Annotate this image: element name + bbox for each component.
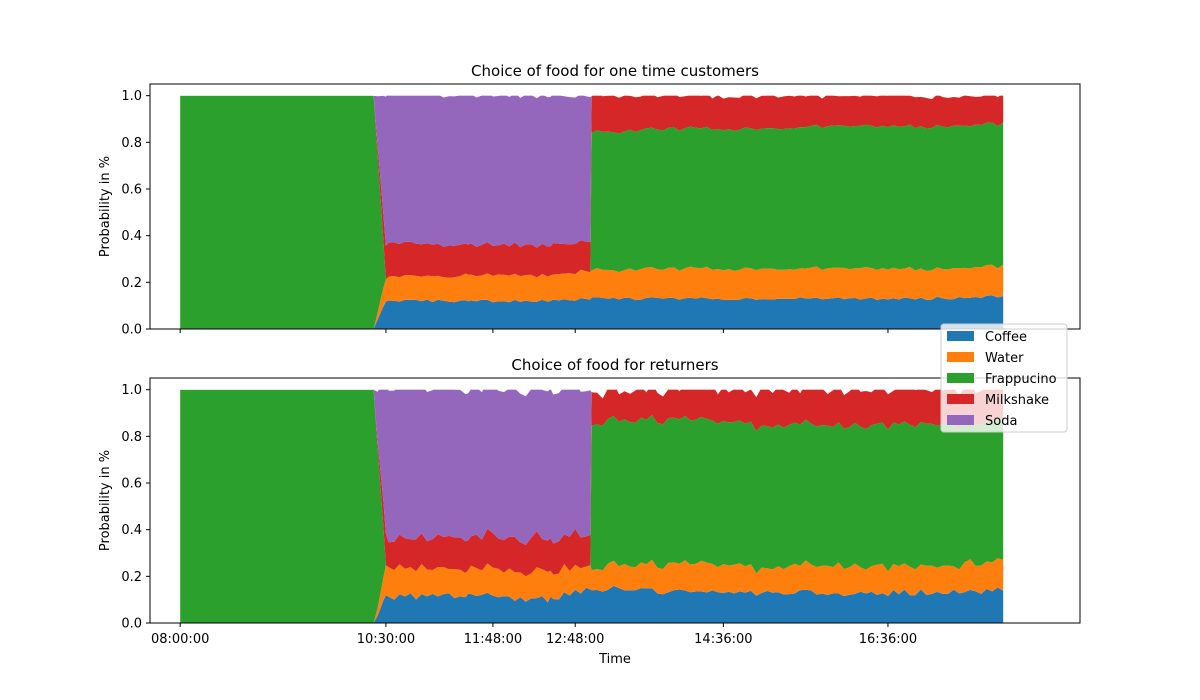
y-tick-label: 0.8 [121, 136, 142, 151]
area-water [180, 558, 1004, 623]
y-tick-label: 0.2 [121, 570, 142, 585]
y-tick-label: 0.6 [121, 477, 142, 492]
legend-swatch-soda [947, 415, 974, 425]
x-tick-label: 14:36:00 [694, 632, 752, 647]
area-coffee [180, 585, 1004, 623]
y-tick-label: 0.8 [121, 430, 142, 445]
plot-top-margin [151, 379, 1079, 390]
legend-label: Soda [985, 414, 1017, 429]
y-tick-label: 0.0 [121, 323, 142, 338]
legend-label: Milkshake [985, 393, 1049, 408]
y-tick-label: 1.0 [121, 89, 142, 104]
area-milkshake [180, 382, 1004, 577]
y-axis-label: Probability in % [98, 450, 113, 551]
y-axis-label: Probability in % [98, 156, 113, 257]
legend-swatch-coffee [947, 331, 974, 341]
top-chart-panel: 0.0 0.2 0.4 0.6 0.8 1.0 Choice of food for one… [98, 62, 1081, 338]
plot-top-margin [151, 85, 1079, 96]
axes-frame [149, 83, 1081, 330]
x-tick-label: 16:36:00 [859, 632, 917, 647]
legend-swatch-water [947, 352, 974, 362]
area-soda [180, 381, 1004, 545]
area-frappucino [180, 389, 1004, 623]
axes-frame [149, 377, 1081, 624]
x-tick-label: 11:48:00 [464, 632, 522, 647]
y-tick-label: 1.0 [121, 383, 142, 398]
legend: Coffee Water Frappucino Milkshake Soda [940, 323, 1068, 433]
area-soda [180, 92, 1004, 248]
legend-label: Frappucino [985, 372, 1057, 387]
area-water [180, 264, 1004, 329]
area-milkshake [180, 92, 1004, 280]
y-tick-label: 0.0 [121, 617, 142, 632]
legend-box [940, 323, 1068, 433]
chart-title: Choice of food for returners [511, 356, 718, 374]
legend-label: Coffee [985, 330, 1027, 345]
chart-title: Choice of food for one time customers [471, 62, 759, 80]
area-frappucino [180, 95, 1004, 329]
x-axis-label: Time [598, 652, 631, 667]
bottom-chart-panel: 0.0 0.2 0.4 0.6 0.8 1.0 08:00:00 10:30:00 11:48:… [98, 356, 1081, 667]
legend-swatch-frappucino [947, 373, 974, 383]
x-tick-label: 12:48:00 [546, 632, 604, 647]
area-coffee [180, 295, 1004, 329]
y-tick-label: 0.4 [121, 523, 142, 538]
legend-label: Water [985, 351, 1024, 366]
y-tick-label: 0.6 [121, 183, 142, 198]
legend-swatch-milkshake [947, 394, 974, 404]
x-tick-label: 10:30:00 [357, 632, 415, 647]
x-tick-label: 08:00:00 [151, 632, 209, 647]
y-tick-label: 0.2 [121, 276, 142, 291]
y-tick-label: 0.4 [121, 229, 142, 244]
